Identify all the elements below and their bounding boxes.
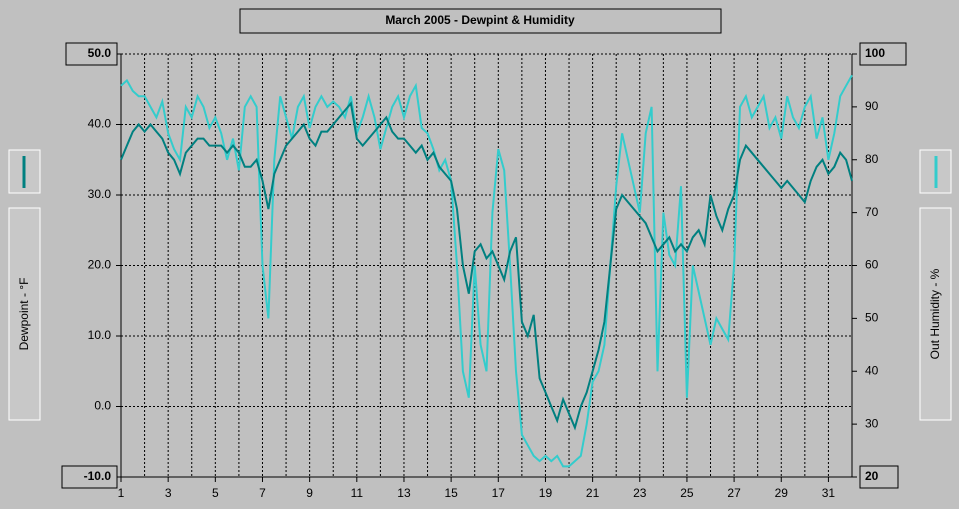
axis-label-box bbox=[919, 207, 952, 421]
x-tick-label: 27 bbox=[727, 486, 741, 500]
series-line bbox=[120, 101, 853, 431]
tick-label-box bbox=[61, 465, 118, 489]
y2-tick-label: 40 bbox=[865, 363, 879, 377]
y-tick-label: 30.0 bbox=[88, 187, 112, 201]
y2-tick-label: 100 bbox=[865, 46, 885, 60]
x-tick-label: 7 bbox=[259, 486, 266, 500]
y-tick-label: -10.0 bbox=[84, 469, 112, 483]
y2-tick-label: 20 bbox=[865, 469, 879, 483]
x-tick-label: 11 bbox=[351, 486, 364, 500]
y2-axis-label: Out Humidity - % bbox=[928, 268, 942, 359]
y-tick-label: 50.0 bbox=[88, 46, 112, 60]
y2-tick-label: 50 bbox=[865, 311, 879, 325]
tick-label-box bbox=[859, 42, 907, 66]
y2-tick-label: 60 bbox=[865, 258, 879, 272]
title-box bbox=[239, 8, 722, 34]
tick-label-box bbox=[65, 42, 118, 66]
y-tick-label: 40.0 bbox=[88, 117, 112, 131]
x-tick-label: 31 bbox=[822, 486, 836, 500]
x-tick-label: 5 bbox=[212, 486, 219, 500]
y-tick-label: 20.0 bbox=[88, 258, 112, 272]
axis-label-box bbox=[8, 207, 41, 421]
x-tick-label: 9 bbox=[306, 486, 313, 500]
y-tick-label: 0.0 bbox=[94, 399, 111, 413]
y2-tick-label: 80 bbox=[865, 152, 879, 166]
chart-title: March 2005 - Dewpint & Humidity bbox=[385, 13, 575, 27]
y2-tick-label: 70 bbox=[865, 205, 879, 219]
x-tick-label: 15 bbox=[444, 486, 458, 500]
x-tick-label: 3 bbox=[165, 486, 172, 500]
x-tick-label: 19 bbox=[539, 486, 553, 500]
y2-tick-label: 90 bbox=[865, 99, 879, 113]
y-axis-label: Dewpoint - °F bbox=[17, 278, 31, 351]
x-tick-label: 13 bbox=[397, 486, 411, 500]
tick-label-box bbox=[859, 465, 899, 489]
x-tick-label: 1 bbox=[118, 486, 125, 500]
x-tick-label: 29 bbox=[775, 486, 789, 500]
y-tick-label: 10.0 bbox=[88, 328, 112, 342]
series-line bbox=[120, 74, 853, 468]
x-tick-label: 17 bbox=[492, 486, 506, 500]
x-tick-label: 21 bbox=[586, 486, 600, 500]
y2-tick-label: 30 bbox=[865, 416, 879, 430]
x-tick-label: 25 bbox=[680, 486, 694, 500]
x-tick-label: 23 bbox=[633, 486, 647, 500]
